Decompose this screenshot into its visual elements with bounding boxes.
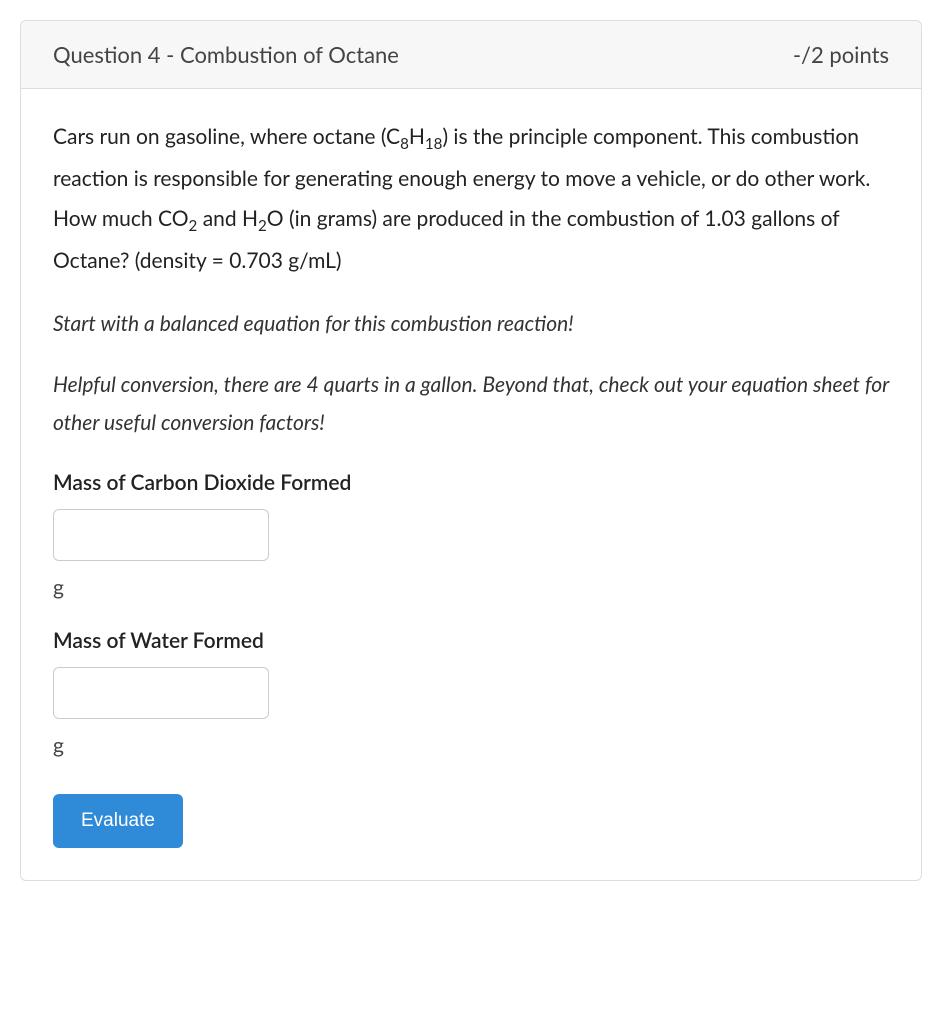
label-h2o-mass: Mass of Water Formed [53, 628, 889, 653]
question-card: Question 4 - Combustion of Octane -/2 po… [20, 20, 922, 881]
label-co2-mass: Mass of Carbon Dioxide Formed [53, 470, 889, 495]
unit-h2o: g [53, 733, 889, 758]
evaluate-button[interactable]: Evaluate [53, 794, 183, 848]
question-prompt: Cars run on gasoline, where octane (C8H1… [53, 117, 889, 281]
card-header: Question 4 - Combustion of Octane -/2 po… [21, 21, 921, 89]
question-points: -/2 points [793, 41, 889, 68]
hint-conversion: Helpful conversion, there are 4 quarts i… [53, 366, 889, 442]
question-title: Question 4 - Combustion of Octane [53, 41, 399, 68]
unit-co2: g [53, 575, 889, 600]
input-h2o-mass[interactable] [53, 667, 269, 719]
hint-balanced-equation: Start with a balanced equation for this … [53, 305, 889, 343]
input-co2-mass[interactable] [53, 509, 269, 561]
card-body: Cars run on gasoline, where octane (C8H1… [21, 89, 921, 880]
